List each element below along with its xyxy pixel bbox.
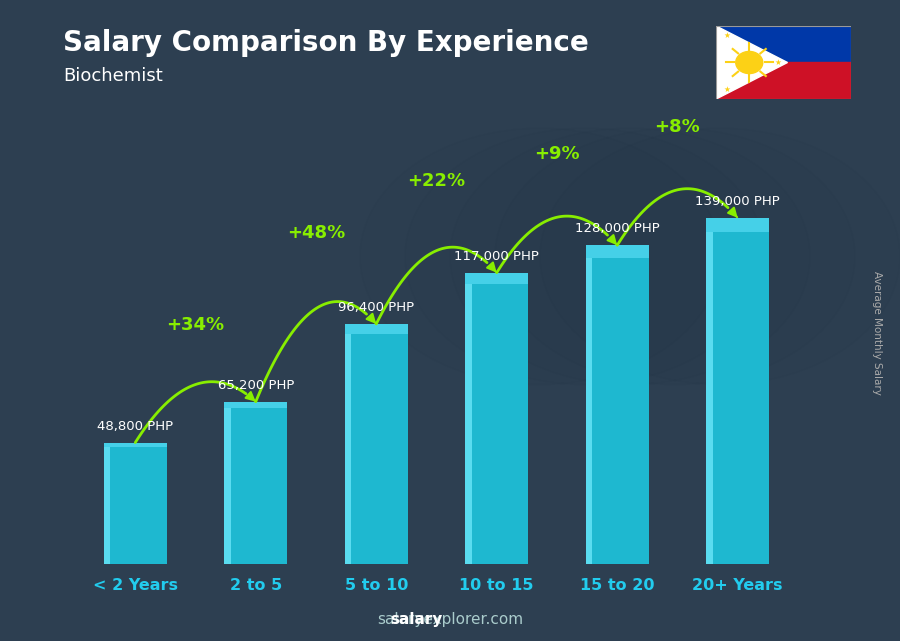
Bar [465, 272, 528, 564]
Polygon shape [716, 26, 788, 99]
Bar [345, 324, 408, 333]
Bar [716, 26, 850, 62]
Text: Biochemist: Biochemist [63, 67, 163, 85]
Text: Salary Comparison By Experience: Salary Comparison By Experience [63, 29, 589, 57]
Text: +34%: +34% [166, 317, 225, 335]
Text: +9%: +9% [535, 145, 580, 163]
Bar [465, 272, 472, 564]
Text: 65,200 PHP: 65,200 PHP [218, 379, 294, 392]
Bar [706, 218, 769, 231]
Bar [706, 218, 769, 564]
Bar [345, 324, 408, 564]
Text: Average Monthly Salary: Average Monthly Salary [872, 271, 883, 395]
Bar [465, 272, 528, 285]
Text: ★: ★ [774, 58, 781, 67]
Bar [224, 402, 287, 564]
Circle shape [736, 51, 763, 74]
Bar [224, 402, 287, 408]
Text: +8%: +8% [654, 118, 700, 136]
Bar [224, 402, 230, 564]
Bar [706, 218, 713, 564]
Bar [104, 442, 110, 564]
Bar [716, 62, 850, 99]
Text: +48%: +48% [287, 224, 345, 242]
Text: 117,000 PHP: 117,000 PHP [454, 250, 539, 263]
Text: 96,400 PHP: 96,400 PHP [338, 301, 414, 314]
Text: ★: ★ [724, 31, 730, 40]
Text: +22%: +22% [408, 172, 465, 190]
Text: 48,800 PHP: 48,800 PHP [97, 420, 174, 433]
Bar [586, 246, 592, 564]
Bar [345, 324, 351, 564]
Text: 139,000 PHP: 139,000 PHP [696, 195, 780, 208]
Bar [586, 246, 649, 564]
Text: ★: ★ [724, 85, 730, 94]
Bar [104, 442, 166, 447]
Text: 128,000 PHP: 128,000 PHP [575, 222, 660, 235]
Text: salaryexplorer.com: salaryexplorer.com [377, 612, 523, 627]
Bar [104, 442, 166, 564]
Bar [586, 246, 649, 258]
Text: salary: salary [391, 612, 443, 627]
